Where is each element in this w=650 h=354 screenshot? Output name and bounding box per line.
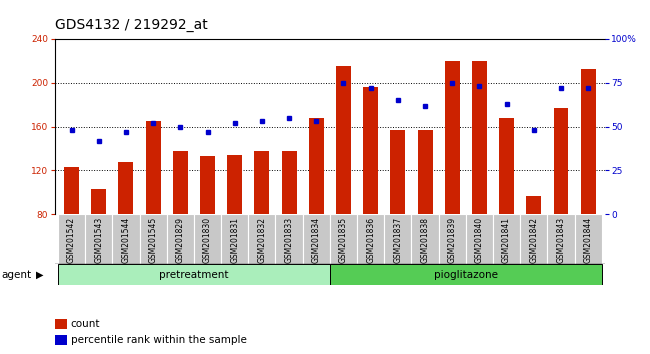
Bar — [575, 214, 602, 264]
Bar — [554, 108, 569, 214]
Text: GSM201841: GSM201841 — [502, 217, 511, 263]
Text: GSM201840: GSM201840 — [475, 217, 484, 263]
Bar — [363, 87, 378, 214]
Text: GSM201829: GSM201829 — [176, 217, 185, 263]
Text: GSM201832: GSM201832 — [257, 217, 266, 263]
Bar — [276, 214, 303, 264]
Bar — [85, 214, 112, 264]
Text: GSM201834: GSM201834 — [312, 217, 321, 263]
Bar — [173, 151, 188, 214]
Bar — [336, 66, 351, 214]
Text: count: count — [71, 319, 100, 329]
Bar — [472, 61, 487, 214]
Bar — [309, 118, 324, 214]
Bar — [118, 161, 133, 214]
Bar — [91, 189, 106, 214]
Bar — [526, 195, 541, 214]
Text: GSM201837: GSM201837 — [393, 217, 402, 263]
Bar — [580, 69, 595, 214]
Text: GSM201838: GSM201838 — [421, 217, 430, 263]
Bar — [466, 214, 493, 264]
Bar — [281, 151, 296, 214]
Bar — [520, 214, 547, 264]
Bar — [417, 130, 432, 214]
Text: percentile rank within the sample: percentile rank within the sample — [71, 335, 247, 345]
Text: GSM201545: GSM201545 — [149, 217, 158, 263]
Bar — [112, 214, 140, 264]
Text: GSM201542: GSM201542 — [67, 217, 76, 263]
Bar — [547, 214, 575, 264]
Bar — [411, 214, 439, 264]
Bar — [55, 335, 67, 345]
Bar — [357, 214, 384, 264]
Text: GSM201831: GSM201831 — [230, 217, 239, 263]
Text: ▶: ▶ — [36, 270, 44, 280]
Bar — [303, 214, 330, 264]
Bar — [55, 319, 67, 329]
Text: GSM201843: GSM201843 — [556, 217, 566, 263]
Text: GSM201833: GSM201833 — [285, 217, 294, 263]
Text: agent: agent — [1, 270, 31, 280]
Bar — [391, 130, 406, 214]
Bar — [58, 264, 330, 285]
Bar — [330, 214, 357, 264]
Bar — [227, 155, 242, 214]
Bar — [248, 214, 276, 264]
Text: GSM201844: GSM201844 — [584, 217, 593, 263]
Text: GSM201544: GSM201544 — [122, 217, 131, 263]
Text: GSM201839: GSM201839 — [448, 217, 457, 263]
Text: GSM201836: GSM201836 — [366, 217, 375, 263]
Bar — [194, 214, 221, 264]
Bar — [493, 214, 520, 264]
Text: GSM201543: GSM201543 — [94, 217, 103, 263]
Bar — [499, 118, 514, 214]
Bar — [384, 214, 411, 264]
Bar — [146, 121, 161, 214]
Bar — [221, 214, 248, 264]
Bar — [64, 167, 79, 214]
Bar — [200, 156, 215, 214]
Text: GSM201842: GSM201842 — [529, 217, 538, 263]
Bar — [167, 214, 194, 264]
Text: GSM201830: GSM201830 — [203, 217, 212, 263]
Bar — [439, 214, 466, 264]
Text: pretreatment: pretreatment — [159, 270, 229, 280]
Bar — [445, 61, 460, 214]
Text: pioglitazone: pioglitazone — [434, 270, 498, 280]
Text: GDS4132 / 219292_at: GDS4132 / 219292_at — [55, 18, 208, 32]
Bar — [330, 264, 602, 285]
Bar — [140, 214, 167, 264]
Bar — [254, 151, 269, 214]
Bar — [58, 214, 85, 264]
Text: GSM201835: GSM201835 — [339, 217, 348, 263]
